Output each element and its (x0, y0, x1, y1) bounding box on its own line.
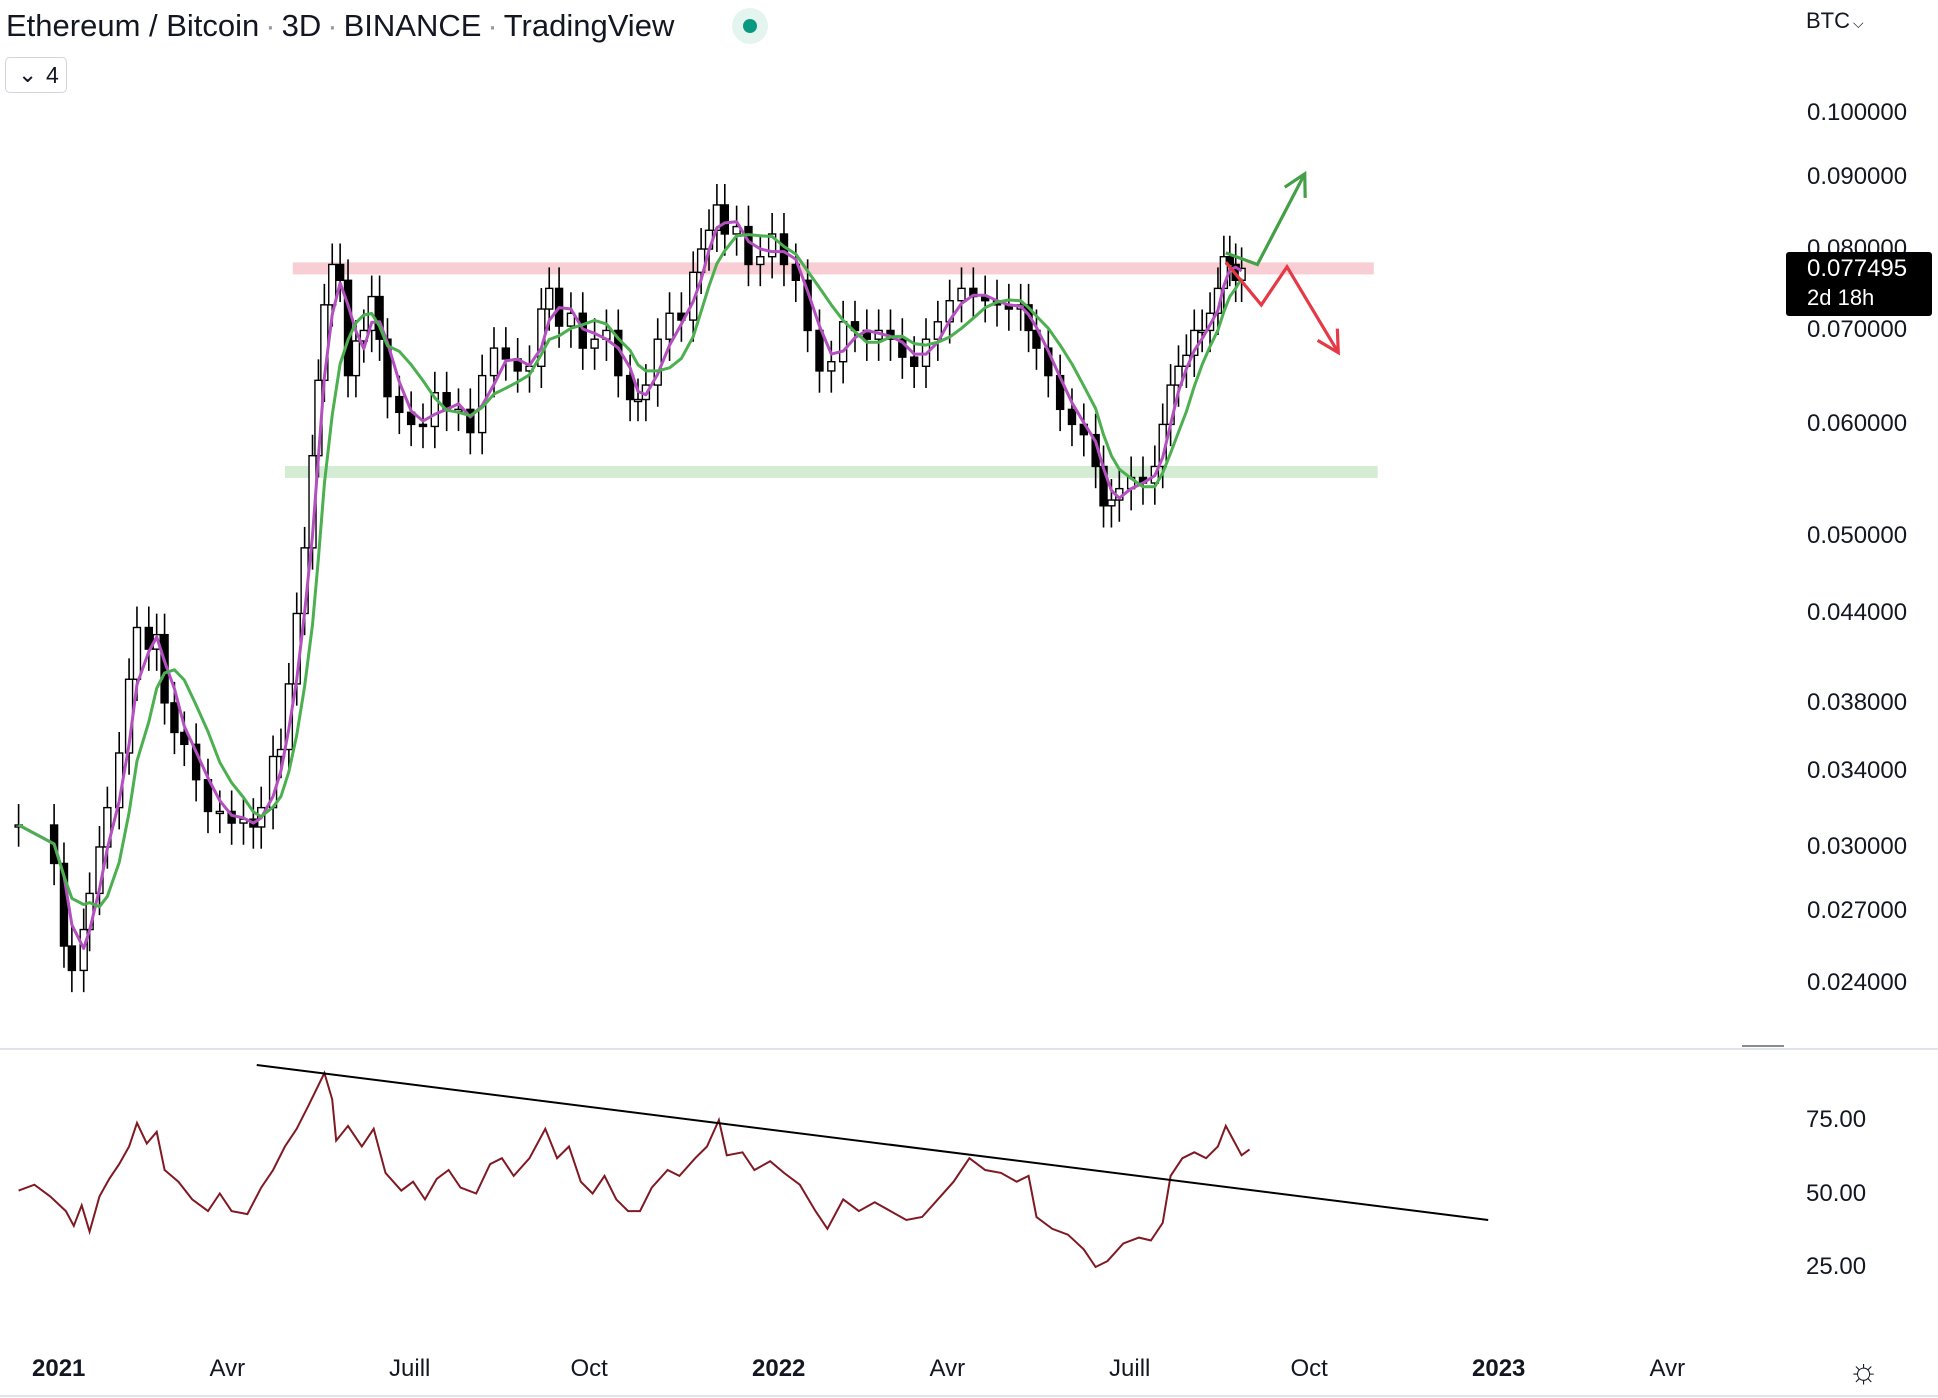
currency-label: BTC (1806, 8, 1850, 33)
candle (1067, 408, 1077, 426)
candle (343, 279, 353, 377)
price-tick-label: 0.100000 (1807, 99, 1908, 126)
time-tick-label: Avr (1649, 1355, 1686, 1382)
candle (566, 312, 576, 327)
source-label: TradingView (503, 8, 675, 43)
indicators-count: 4 (46, 62, 59, 88)
candle (815, 329, 824, 372)
oscillator-tick-label: 75.00 (1806, 1106, 1867, 1133)
candle (215, 810, 225, 815)
bar-countdown: 2d 18h (1807, 285, 1875, 310)
candle (767, 233, 777, 258)
resistance-zone (292, 262, 1374, 275)
oscillator-tick-label: 25.00 (1806, 1253, 1867, 1280)
candle (351, 340, 361, 377)
candle (335, 263, 345, 282)
candle (328, 263, 337, 306)
price-tick-label: 0.090000 (1807, 163, 1908, 191)
currency-selector[interactable]: BTC ⌵ (1806, 8, 1864, 34)
candle (79, 928, 88, 972)
time-tick-label: Juill (1109, 1355, 1151, 1382)
last-price-value: 0.077495 (1807, 255, 1908, 282)
candle (898, 338, 907, 358)
last-price-tag: 0.077495 2d 18h (1786, 252, 1932, 316)
time-tick-label: 2023 (1472, 1355, 1526, 1382)
candle (756, 256, 765, 266)
candle (284, 683, 294, 751)
time-tick-label: Avr (929, 1355, 966, 1382)
candle (430, 392, 440, 428)
title-separator: · (265, 8, 276, 43)
candle (633, 398, 643, 403)
chart-title: Ethereum / Bitcoin · 3D · BINANCE · TradingVie… (6, 8, 674, 44)
candle (180, 731, 189, 746)
candle (418, 423, 428, 428)
oscillator-line (18, 1070, 1251, 1269)
price-tick-label: 0.024000 (1807, 969, 1908, 996)
oscillator-tick-label: 50.00 (1806, 1179, 1867, 1207)
candle (132, 626, 142, 680)
candle (696, 248, 706, 274)
title-separator: · (487, 8, 498, 43)
time-tick-label: Avr (209, 1355, 246, 1382)
time-tick-label: 2022 (752, 1355, 806, 1382)
candle (625, 374, 635, 401)
title-separator: · (327, 8, 338, 43)
exchange-label: BINANCE (343, 8, 482, 43)
candle (170, 702, 179, 734)
indicators-collapse-button[interactable]: ⌄ 4 (5, 57, 67, 93)
candle (545, 287, 554, 310)
candle (590, 338, 599, 349)
candle (720, 204, 729, 235)
time-tick-label: 2021 (32, 1355, 86, 1382)
bullish-projection-arrow (1225, 173, 1307, 267)
candle (665, 312, 674, 340)
bearish-projection-arrow-head (1316, 328, 1340, 356)
symbol-name[interactable]: Ethereum / Bitcoin (6, 8, 260, 43)
bullish-projection-arrow-head (1283, 170, 1307, 198)
candle (909, 356, 919, 368)
candle (489, 347, 499, 377)
chevron-down-icon: ⌵ (1853, 15, 1864, 31)
candle (1107, 499, 1116, 507)
candle (1174, 365, 1183, 386)
price-tick-label: 0.027000 (1807, 897, 1908, 925)
candle (744, 225, 753, 266)
ma-slow-line (17, 233, 1243, 909)
time-tick-label: Oct (1290, 1355, 1328, 1382)
time-tick-label: Juill (389, 1355, 431, 1382)
time-tick-label: Oct (570, 1355, 608, 1382)
chevron-down-icon: ⌄ (18, 61, 38, 87)
candle (466, 408, 475, 434)
price-tick-label: 0.060000 (1807, 410, 1908, 438)
price-tick-label: 0.038000 (1807, 688, 1908, 716)
price-tick-label: 0.070000 (1807, 316, 1908, 344)
price-tick-label: 0.044000 (1807, 599, 1908, 627)
oscillator-trendline (256, 1064, 1489, 1221)
price-tick-label: 0.050000 (1807, 521, 1908, 549)
candle (67, 945, 77, 972)
support-zone (284, 465, 1378, 478)
candle (957, 287, 966, 302)
bearish-projection-arrow (1224, 261, 1340, 354)
candle (395, 395, 404, 414)
candle (689, 271, 698, 321)
interval-label[interactable]: 3D (281, 8, 322, 43)
price-tick-label: 0.034000 (1807, 756, 1908, 784)
settings-gear-icon[interactable]: ☼ (1848, 1352, 1880, 1390)
candle (501, 347, 511, 360)
candle (827, 361, 836, 372)
ma-fast-line (17, 220, 1243, 950)
candle (838, 321, 848, 363)
market-status-icon[interactable] (732, 8, 768, 44)
price-tick-label: 0.030000 (1807, 832, 1908, 860)
